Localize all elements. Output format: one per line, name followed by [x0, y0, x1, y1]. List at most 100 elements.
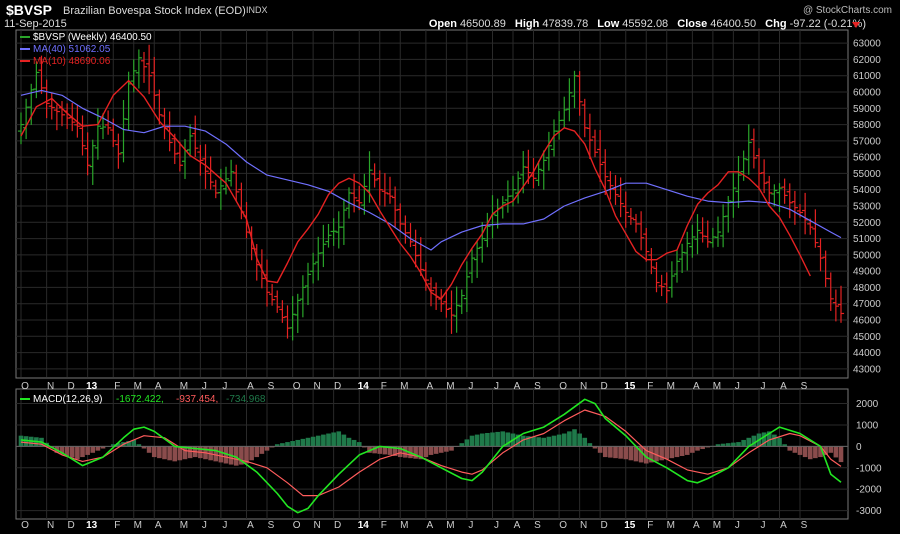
macd-histogram-bar — [659, 446, 664, 461]
price-bar — [28, 83, 35, 125]
symbol-title: $BVSP — [6, 2, 52, 18]
price-y-tick-label: 45000 — [853, 332, 881, 343]
macd-histogram-bar — [167, 446, 172, 461]
macd-histogram-bar — [556, 434, 562, 447]
price-bar — [617, 177, 624, 218]
macd-histogram-bar — [449, 446, 454, 451]
macd-histogram-bar — [725, 443, 731, 447]
macd-histogram-bar — [638, 446, 644, 463]
x-tick-label-macd: 13 — [86, 520, 98, 531]
price-y-tick-label: 59000 — [853, 104, 881, 115]
price-bar — [274, 290, 281, 313]
price-y-tick-label: 43000 — [853, 364, 881, 375]
macd-histogram-bar — [751, 435, 757, 447]
macd-legend-entry: -937.454, — [176, 394, 218, 405]
price-bar — [289, 296, 296, 341]
macd-histogram-bar — [684, 446, 690, 455]
price-bar — [612, 175, 619, 205]
macd-histogram-bar — [541, 437, 547, 447]
macd-histogram-bar — [828, 446, 834, 453]
macd-histogram-bar — [485, 432, 490, 447]
x-tick-label-macd: A — [155, 520, 162, 531]
price-bar — [597, 130, 604, 182]
macd-histogram-bar — [623, 446, 629, 460]
macd-histogram-bar — [397, 446, 403, 458]
macd-histogram-bar — [218, 446, 224, 463]
price-bar — [556, 111, 563, 140]
macd-histogram-bar — [110, 444, 116, 447]
x-tick-label-price: 14 — [358, 381, 370, 392]
price-panel-frame — [15, 29, 849, 379]
x-tick-label-macd: N — [47, 520, 54, 531]
macd-histogram-bar — [526, 436, 531, 447]
x-tick-label-macd: N — [314, 520, 321, 531]
macd-histogram-bar — [546, 436, 552, 447]
price-bar — [750, 128, 757, 169]
macd-histogram-bar — [90, 446, 96, 453]
price-bar — [192, 115, 199, 157]
price-bar — [197, 144, 204, 176]
price-bar — [663, 272, 670, 304]
x-tick-label-macd: S — [534, 520, 541, 531]
macd-histogram-bar — [182, 446, 188, 460]
price-y-tick-label: 44000 — [853, 348, 881, 359]
price-bar — [607, 171, 614, 200]
macd-histogram-bar — [151, 446, 157, 458]
x-tick-label-price: S — [801, 381, 808, 392]
macd-histogram-bar — [146, 446, 152, 453]
macd-histogram-bar — [264, 446, 270, 451]
x-tick-label-macd: F — [381, 520, 387, 531]
price-bar — [310, 252, 317, 284]
price-bar — [837, 285, 845, 323]
macd-histogram-bar — [69, 446, 75, 458]
macd-histogram-bar — [654, 446, 659, 462]
price-bar — [566, 78, 573, 122]
macd-histogram-bar — [715, 444, 721, 447]
macd-histogram-bar — [695, 446, 700, 451]
price-y-tick-label: 51000 — [853, 234, 881, 245]
price-bar — [755, 148, 763, 190]
x-tick-label-macd: J — [222, 520, 227, 531]
x-tick-label-macd: A — [247, 520, 254, 531]
macd-histogram-bar — [131, 439, 137, 447]
price-bar — [146, 44, 153, 95]
macd-histogram-bar — [772, 434, 777, 447]
price-bar — [802, 192, 809, 235]
price-bar — [576, 71, 583, 116]
open-value: 46500.89 — [459, 18, 506, 30]
macd-histogram-bar — [608, 446, 613, 458]
price-bar — [361, 173, 368, 215]
macd-histogram-bar — [346, 437, 352, 447]
price-bar — [627, 207, 634, 225]
price-bar — [79, 115, 86, 156]
macd-histogram-bar — [233, 446, 239, 466]
x-tick-label-macd: D — [601, 520, 608, 531]
ma40-line — [20, 89, 842, 251]
price-bar — [832, 289, 839, 322]
x-tick-label-macd: F — [114, 520, 120, 531]
macd-histogram-bar — [141, 446, 147, 449]
price-bar — [17, 112, 25, 145]
price-bar — [453, 286, 460, 333]
price-bar — [263, 259, 271, 307]
chg-label: Chg — [765, 18, 787, 30]
price-bar — [817, 238, 824, 272]
macd-histogram-bar — [213, 446, 219, 462]
price-bar — [668, 261, 675, 298]
macd-y-tick-label: -1000 — [856, 463, 882, 474]
x-tick-label-price: D — [334, 381, 341, 392]
macd-histogram-bar — [761, 432, 767, 447]
price-bar — [89, 139, 96, 185]
price-bar — [807, 218, 814, 235]
macd-histogram-bar — [392, 446, 398, 456]
macd-histogram-bar — [643, 446, 649, 464]
x-tick-label-macd: A — [427, 520, 434, 531]
price-bar — [438, 289, 445, 312]
macd-histogram-bar — [249, 446, 254, 461]
macd-histogram-bar — [85, 446, 90, 455]
macd-histogram-bar — [823, 446, 828, 455]
macd-histogram-bar — [269, 446, 275, 448]
price-bar — [468, 249, 476, 284]
price-bar — [561, 96, 568, 129]
macd-histogram-bar — [23, 436, 29, 447]
